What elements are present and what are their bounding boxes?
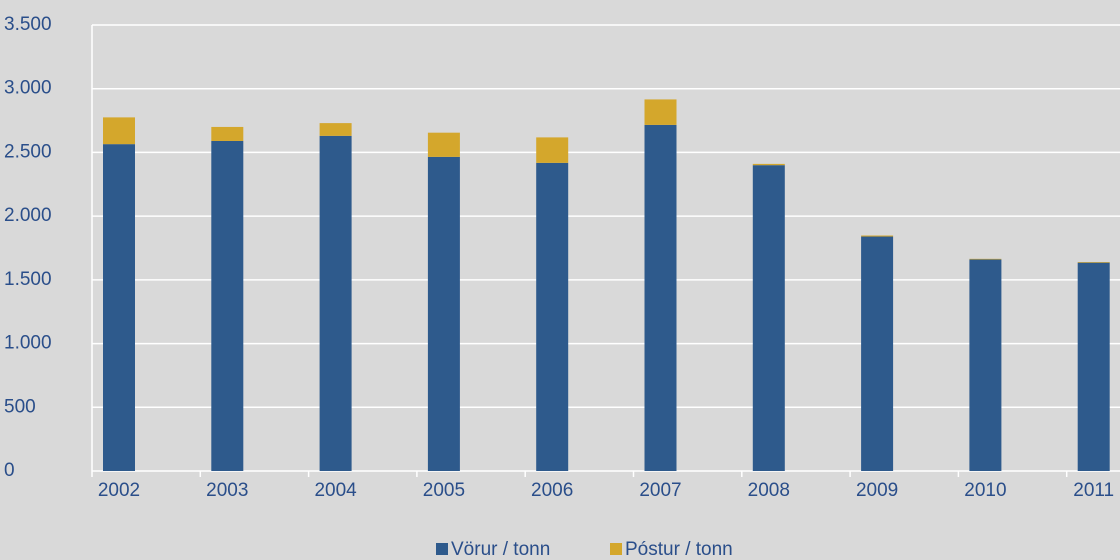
x-tick-label: 2003 bbox=[206, 480, 248, 501]
bar-segment bbox=[1077, 262, 1110, 263]
y-tick-label: 2.500 bbox=[4, 141, 52, 162]
y-tick-label: 3.000 bbox=[4, 78, 52, 99]
x-tick-label: 2010 bbox=[964, 480, 1006, 501]
y-tick-label: 3.500 bbox=[4, 14, 52, 35]
bar-segment bbox=[969, 259, 1002, 471]
x-tick-label: 2007 bbox=[639, 480, 681, 501]
legend-swatch bbox=[436, 543, 448, 555]
bar-segment bbox=[427, 132, 460, 157]
bar-segment bbox=[319, 123, 352, 136]
y-tick-label: 1.500 bbox=[4, 269, 52, 290]
bar-segment bbox=[103, 144, 135, 471]
bar-segment bbox=[319, 135, 352, 471]
bar-segment bbox=[752, 165, 785, 471]
bar-segment bbox=[427, 156, 460, 472]
bar-segment bbox=[644, 124, 677, 472]
bar-segment bbox=[644, 99, 677, 125]
y-tick-label: 1.000 bbox=[4, 333, 52, 354]
bar-segment bbox=[211, 140, 244, 471]
legend-label: Vörur / tonn bbox=[451, 539, 550, 560]
x-tick-label: 2002 bbox=[98, 480, 140, 501]
x-tick-label: 2005 bbox=[423, 480, 465, 501]
y-tick-label: 2.000 bbox=[4, 205, 52, 226]
bar-segment bbox=[103, 117, 135, 145]
bar-segment bbox=[536, 162, 569, 471]
y-tick-label: 500 bbox=[4, 396, 36, 417]
x-tick-label: 2009 bbox=[856, 480, 898, 501]
bar-segment bbox=[536, 137, 569, 163]
x-tick-label: 2011 bbox=[1073, 480, 1114, 501]
bar-segment bbox=[861, 235, 894, 237]
bar-segment bbox=[211, 126, 244, 141]
bar-segment bbox=[861, 236, 894, 471]
bar-segment bbox=[969, 258, 1002, 260]
legend-label: Póstur / tonn bbox=[625, 539, 733, 560]
legend-swatch bbox=[610, 543, 622, 555]
y-tick-label: 0 bbox=[4, 460, 15, 481]
bar-segment bbox=[1077, 262, 1110, 471]
x-tick-label: 2008 bbox=[748, 480, 790, 501]
x-tick-label: 2004 bbox=[314, 480, 357, 501]
bar-segment bbox=[752, 163, 785, 166]
x-tick-label: 2006 bbox=[531, 480, 573, 501]
